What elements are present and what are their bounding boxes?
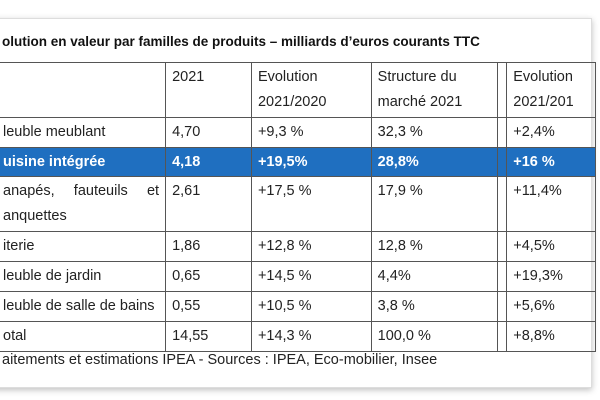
table-cell: 12,8 % [370, 231, 498, 262]
table-cell: 14,55 [165, 321, 252, 352]
table-footer: aitements et estimations IPEA - Sources … [2, 352, 438, 368]
row-label: leuble de jardin [0, 261, 167, 292]
table-cell: +8,8% [506, 321, 596, 352]
table-cell: +10,5 % [250, 291, 372, 322]
row-label: otal [0, 321, 167, 352]
table-title: olution en valeur par familles de produi… [2, 34, 480, 49]
table-body: leuble meublant 4,70 +9,3 % 32,3 % +2,4% uisi… [0, 117, 596, 352]
gap-cell [496, 62, 508, 118]
table-cell: +11,4% [506, 176, 596, 232]
table-cell: 4,18 [165, 147, 252, 177]
table-cell: 3,8 % [370, 291, 498, 322]
gap-cell [496, 321, 508, 352]
header-cell: 2021 [165, 62, 252, 118]
table-row: iterie 1,86 +12,8 % 12,8 % +4,5% [0, 231, 596, 262]
gap-cell [496, 176, 508, 232]
row-label: anapés, fauteuils et anquettes [0, 176, 167, 232]
table-cell: +9,3 % [250, 117, 372, 148]
table-cell: 2,61 [165, 176, 252, 232]
header-cell: Evolution 2021/201 [506, 62, 596, 118]
table-cell: +17,5 % [250, 176, 372, 232]
table-cell: +14,3 % [250, 321, 372, 352]
table-cell: 100,0 % [370, 321, 498, 352]
table-cell: 0,65 [165, 261, 252, 292]
header-cell [0, 62, 167, 118]
table-cell: +19,3% [506, 261, 596, 292]
table-cell: 1,86 [165, 231, 252, 262]
table-cell: +12,8 % [250, 231, 372, 262]
table-cell: 4,4% [370, 261, 498, 292]
row-label: iterie [0, 231, 167, 262]
table-row: otal 14,55 +14,3 % 100,0 % +8,8% [0, 321, 596, 352]
table-cell: 28,8% [370, 147, 498, 177]
table-cell: 32,3 % [370, 117, 498, 148]
table-cell: 4,70 [165, 117, 252, 148]
gap-cell [496, 231, 508, 262]
header-cell: Structure du marché 2021 [370, 62, 498, 118]
row-label: leuble de salle de bains [0, 291, 167, 322]
gap-cell [496, 117, 508, 148]
table-cell: 0,55 [165, 291, 252, 322]
table-row: anapés, fauteuils et anquettes 2,61 +17,5 … [0, 176, 596, 232]
row-label: uisine intégrée [0, 147, 167, 177]
gap-cell [496, 261, 508, 292]
table-cell: +5,6% [506, 291, 596, 322]
gap-cell [496, 291, 508, 322]
table-row: leuble de jardin 0,65 +14,5 % 4,4% +19,3% [0, 261, 596, 292]
table-cell: +16 % [506, 147, 596, 177]
table: 2021 Evolution 2021/2020 Structure du marc… [0, 62, 596, 352]
table-row: uisine intégrée 4,18 +19,5% 28,8% +16 % [0, 147, 596, 177]
table-row: leuble meublant 4,70 +9,3 % 32,3 % +2,4% [0, 117, 596, 148]
gap-cell [496, 147, 508, 177]
row-label: leuble meublant [0, 117, 167, 148]
header-cell: Evolution 2021/2020 [250, 62, 372, 118]
header-row: 2021 Evolution 2021/2020 Structure du marc… [0, 62, 596, 118]
table-cell: +14,5 % [250, 261, 372, 292]
table-cell: +4,5% [506, 231, 596, 262]
table-cell: +2,4% [506, 117, 596, 148]
table-cell: +19,5% [250, 147, 372, 177]
table-cell: 17,9 % [370, 176, 498, 232]
table-row: leuble de salle de bains 0,55 +10,5 % 3,8 %… [0, 291, 596, 322]
